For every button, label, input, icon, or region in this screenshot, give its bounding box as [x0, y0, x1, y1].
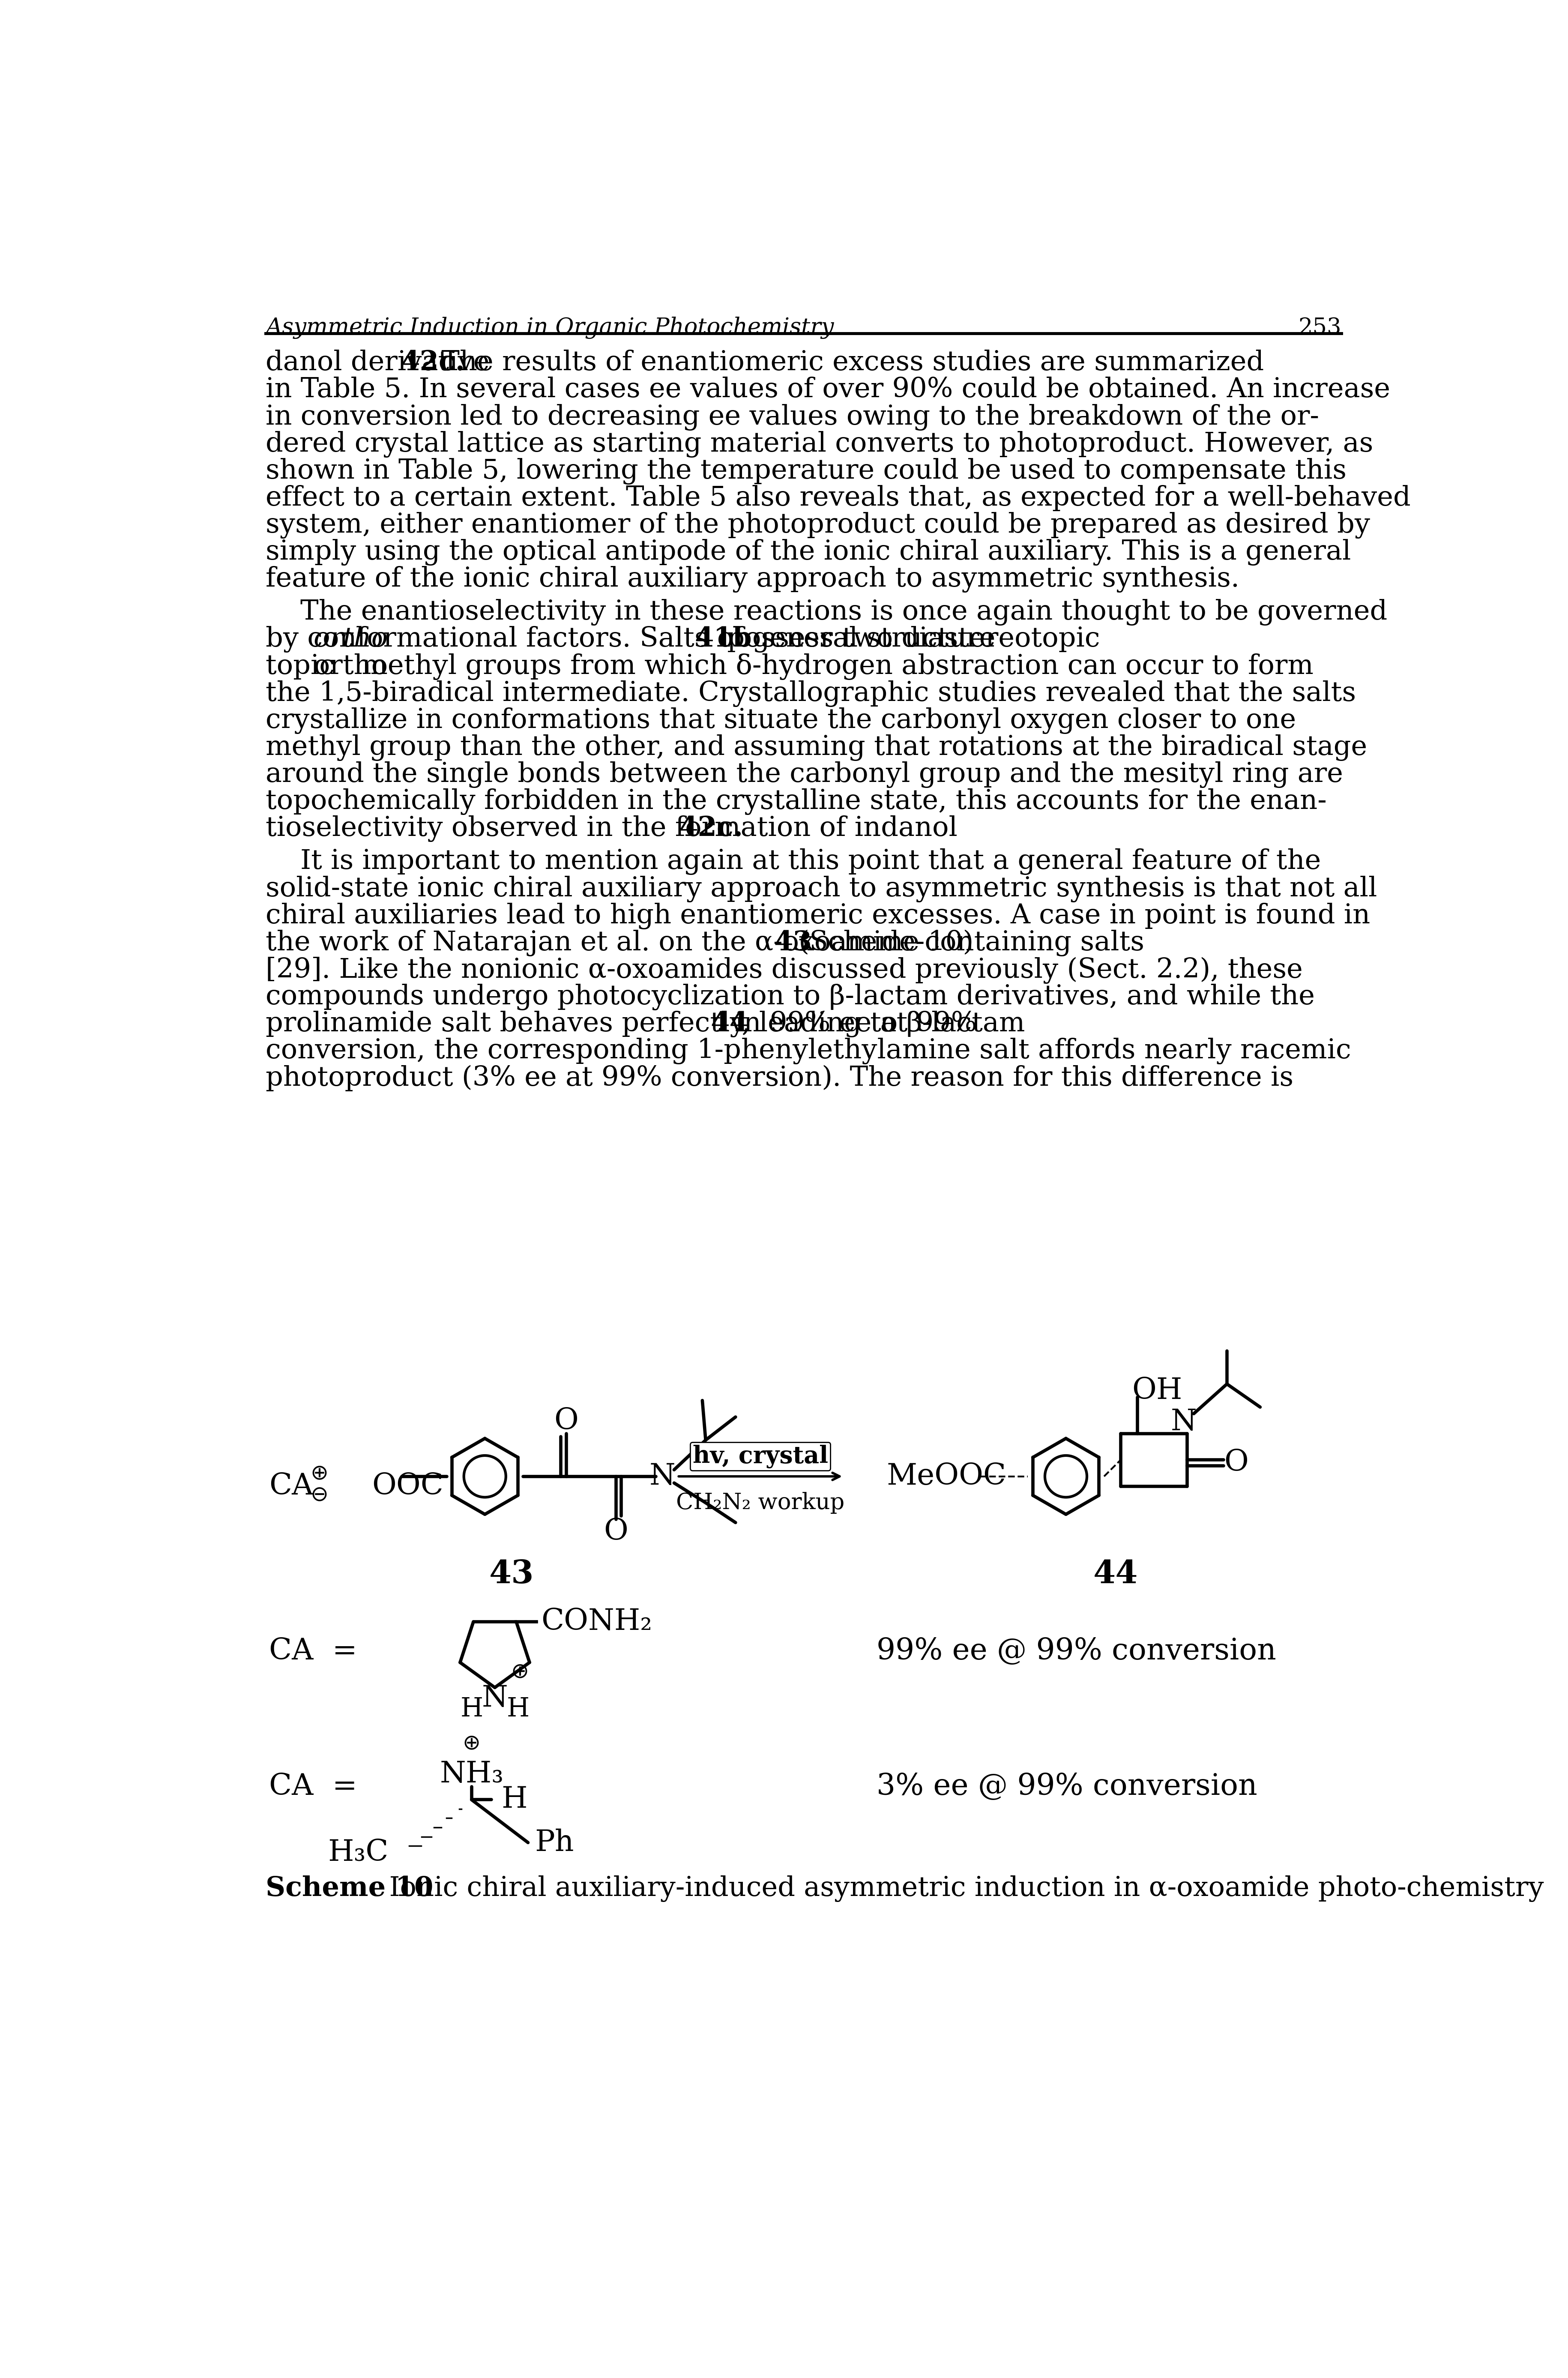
Text: around the single bonds between the carbonyl group and the mesityl ring are: around the single bonds between the carb…	[265, 761, 1344, 787]
Text: CONH₂: CONH₂	[541, 1608, 652, 1636]
Text: N: N	[1171, 1408, 1196, 1436]
Text: simply using the optical antipode of the ionic chiral auxiliary. This is a gener: simply using the optical antipode of the…	[265, 540, 1352, 566]
Text: 3% ee @ 99% conversion: 3% ee @ 99% conversion	[877, 1772, 1258, 1800]
Text: feature of the ionic chiral auxiliary approach to asymmetric synthesis.: feature of the ionic chiral auxiliary ap…	[265, 566, 1240, 592]
Text: tioselectivity observed in the formation of indanol: tioselectivity observed in the formation…	[265, 816, 966, 842]
Text: 43: 43	[775, 930, 812, 956]
Text: conversion, the corresponding 1-phenylethylamine salt affords nearly racemic: conversion, the corresponding 1-phenylet…	[265, 1037, 1352, 1065]
Text: possess two diastereotopic: possess two diastereotopic	[718, 625, 1101, 652]
Text: 99% ee @ 99% conversion: 99% ee @ 99% conversion	[877, 1636, 1276, 1665]
Text: the 1,5-biradical intermediate. Crystallographic studies revealed that the salts: the 1,5-biradical intermediate. Crystall…	[265, 680, 1356, 706]
Text: It is important to mention again at this point that a general feature of the: It is important to mention again at this…	[265, 849, 1322, 875]
Text: in 99% ee at 99%: in 99% ee at 99%	[726, 1011, 977, 1037]
Text: CA  =: CA =	[270, 1772, 358, 1800]
Text: photoproduct (3% ee at 99% conversion). The reason for this difference is: photoproduct (3% ee at 99% conversion). …	[265, 1065, 1294, 1092]
Text: H: H	[502, 1786, 527, 1814]
Text: Ph: Ph	[535, 1829, 574, 1857]
Text: crystallize in conformations that situate the carbonyl oxygen closer to one: crystallize in conformations that situat…	[265, 706, 1297, 735]
Text: topic: topic	[265, 654, 343, 680]
Text: MeOOC: MeOOC	[886, 1462, 1007, 1491]
Text: danol derivative: danol derivative	[265, 350, 499, 376]
Text: ⊕: ⊕	[310, 1462, 328, 1484]
Text: 41b: 41b	[695, 625, 751, 652]
Text: 43: 43	[489, 1560, 533, 1591]
Text: O: O	[554, 1408, 579, 1436]
Text: chiral auxiliaries lead to high enantiomeric excesses. A case in point is found : chiral auxiliaries lead to high enantiom…	[265, 904, 1370, 930]
Text: CH₂N₂ workup: CH₂N₂ workup	[676, 1491, 845, 1515]
Text: OH: OH	[1132, 1377, 1182, 1405]
Text: methyl groups from which δ-hydrogen abstraction can occur to form: methyl groups from which δ-hydrogen abst…	[353, 654, 1314, 680]
Text: shown in Table 5, lowering the temperature could be used to compensate this: shown in Table 5, lowering the temperatu…	[265, 459, 1347, 485]
Text: ⊖: ⊖	[310, 1484, 328, 1505]
Text: NH₃: NH₃	[439, 1760, 503, 1788]
Text: the work of Natarajan et al. on the α-oxoamide-containing salts: the work of Natarajan et al. on the α-ox…	[265, 930, 1152, 956]
Text: methyl group than the other, and assuming that rotations at the biradical stage: methyl group than the other, and assumin…	[265, 735, 1367, 761]
Text: 42c.: 42c.	[679, 816, 743, 842]
Text: H: H	[459, 1696, 483, 1722]
Text: O: O	[604, 1517, 629, 1546]
Text: CA  =: CA =	[270, 1636, 358, 1665]
Text: H₃C: H₃C	[328, 1838, 389, 1867]
Text: ⊕: ⊕	[511, 1662, 528, 1681]
Text: 42c.: 42c.	[401, 350, 466, 376]
Text: (Scheme 10): (Scheme 10)	[790, 930, 974, 956]
Text: 44: 44	[710, 1011, 748, 1037]
Text: effect to a certain extent. Table 5 also reveals that, as expected for a well-be: effect to a certain extent. Table 5 also…	[265, 485, 1411, 511]
Text: 44: 44	[1093, 1560, 1138, 1591]
Text: solid-state ionic chiral auxiliary approach to asymmetric synthesis is that not : solid-state ionic chiral auxiliary appro…	[265, 875, 1377, 901]
Text: Scheme 10: Scheme 10	[265, 1876, 433, 1902]
Text: ortho: ortho	[314, 654, 387, 680]
Text: in conversion led to decreasing ee values owing to the breakdown of the or-: in conversion led to decreasing ee value…	[265, 404, 1319, 430]
Text: H: H	[506, 1696, 530, 1722]
Text: N: N	[649, 1462, 676, 1491]
Text: topochemically forbidden in the crystalline state, this accounts for the enan-: topochemically forbidden in the crystall…	[265, 789, 1327, 816]
Text: 253: 253	[1298, 316, 1342, 338]
Text: compounds undergo photocyclization to β-lactam derivatives, and while the: compounds undergo photocyclization to β-…	[265, 984, 1316, 1011]
Text: dered crystal lattice as starting material converts to photoproduct. However, as: dered crystal lattice as starting materi…	[265, 430, 1374, 457]
Text: O: O	[1225, 1448, 1248, 1477]
Text: CA: CA	[270, 1472, 314, 1501]
Text: by conformational factors. Salts of general structure: by conformational factors. Salts of gene…	[265, 625, 1004, 654]
Text: ⊕: ⊕	[463, 1734, 480, 1753]
Text: The results of enantiomeric excess studies are summarized: The results of enantiomeric excess studi…	[433, 350, 1264, 376]
Text: The enantioselectivity in these reactions is once again thought to be governed: The enantioselectivity in these reaction…	[265, 599, 1388, 625]
Text: N: N	[481, 1684, 508, 1712]
Text: OOC: OOC	[372, 1472, 444, 1501]
Text: system, either enantiomer of the photoproduct could be prepared as desired by: system, either enantiomer of the photopr…	[265, 511, 1370, 537]
Text: ortho: ortho	[314, 625, 387, 652]
Text: Ionic chiral auxiliary-induced asymmetric induction in α-oxoamide photo-chemistr: Ionic chiral auxiliary-induced asymmetri…	[372, 1876, 1544, 1902]
Text: in Table 5. In several cases ee values of over 90% could be obtained. An increas: in Table 5. In several cases ee values o…	[265, 376, 1391, 402]
Text: hv, crystal: hv, crystal	[693, 1446, 828, 1467]
Text: Asymmetric Induction in Organic Photochemistry: Asymmetric Induction in Organic Photoche…	[265, 316, 834, 340]
Text: prolinamide salt behaves perfectly, leading to β-lactam: prolinamide salt behaves perfectly, lead…	[265, 1011, 1033, 1037]
Text: [29]. Like the nonionic α-oxoamides discussed previously (Sect. 2.2), these: [29]. Like the nonionic α-oxoamides disc…	[265, 956, 1303, 984]
